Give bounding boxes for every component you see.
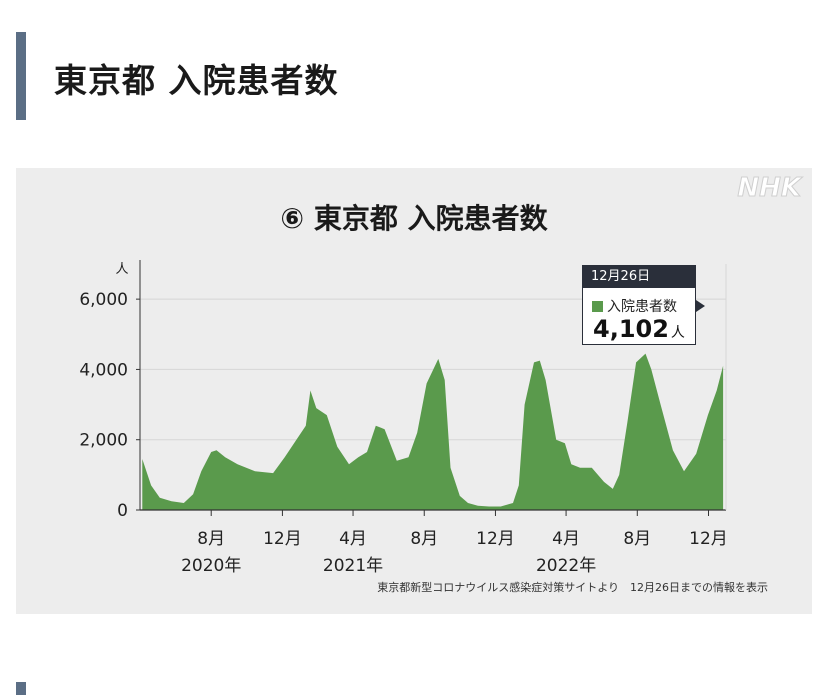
nhk-logo: NHK — [737, 173, 803, 203]
section-accent-bar — [16, 32, 26, 120]
series-area-hospitalized — [142, 353, 724, 510]
y-tick-label: 4,000 — [79, 360, 128, 380]
page-title: 東京都 入院患者数 — [54, 61, 339, 100]
legend-swatch — [592, 301, 603, 312]
y-tick-label: 2,000 — [79, 431, 128, 451]
callout-value: 4,102 人 — [593, 315, 685, 343]
callout-number: 4,102 — [593, 315, 669, 343]
x-tick-label: 4月 — [552, 529, 580, 549]
y-axis-unit: 人 — [115, 262, 128, 277]
callout-pointer — [696, 300, 705, 312]
x-year-label: 2021年 — [323, 556, 383, 576]
x-tick-label: 12月 — [263, 529, 302, 549]
y-tick-label: 0 — [117, 501, 128, 521]
callout-series-label: 入院患者数 — [607, 299, 677, 315]
x-tick-label: 8月 — [623, 529, 651, 549]
callout-series: 入院患者数 — [592, 296, 677, 316]
x-tick-label: 12月 — [476, 529, 515, 549]
callout-unit: 人 — [670, 325, 685, 341]
source-note: 東京都新型コロナウイルス感染症対策サイトより 12月26日までの情報を表示 — [377, 580, 768, 594]
latest-value-callout: 12月26日 入院患者数 4,102 人 — [582, 265, 696, 345]
hospitalized-area-chart: ⑥ 東京都 入院患者数 NHK 人 0 2,000 4,000 6,000 8月 12月 4… — [79, 173, 803, 595]
chart-title: ⑥ 東京都 入院患者数 — [280, 202, 548, 235]
x-tick-label: 8月 — [410, 529, 438, 549]
callout-date: 12月26日 — [583, 266, 695, 288]
x-tick-label: 12月 — [689, 529, 728, 549]
chart-card: ⑥ 東京都 入院患者数 NHK 人 0 2,000 4,000 6,000 8月 12月 4… — [16, 168, 812, 614]
section-header: 東京都 入院患者数 — [16, 32, 816, 120]
x-tick-label: 4月 — [339, 529, 367, 549]
next-section-accent-bar — [16, 682, 26, 695]
x-year-label: 2022年 — [536, 556, 596, 576]
x-tick-label: 8月 — [197, 529, 225, 549]
x-year-label: 2020年 — [181, 556, 241, 576]
y-tick-label: 6,000 — [79, 290, 128, 310]
